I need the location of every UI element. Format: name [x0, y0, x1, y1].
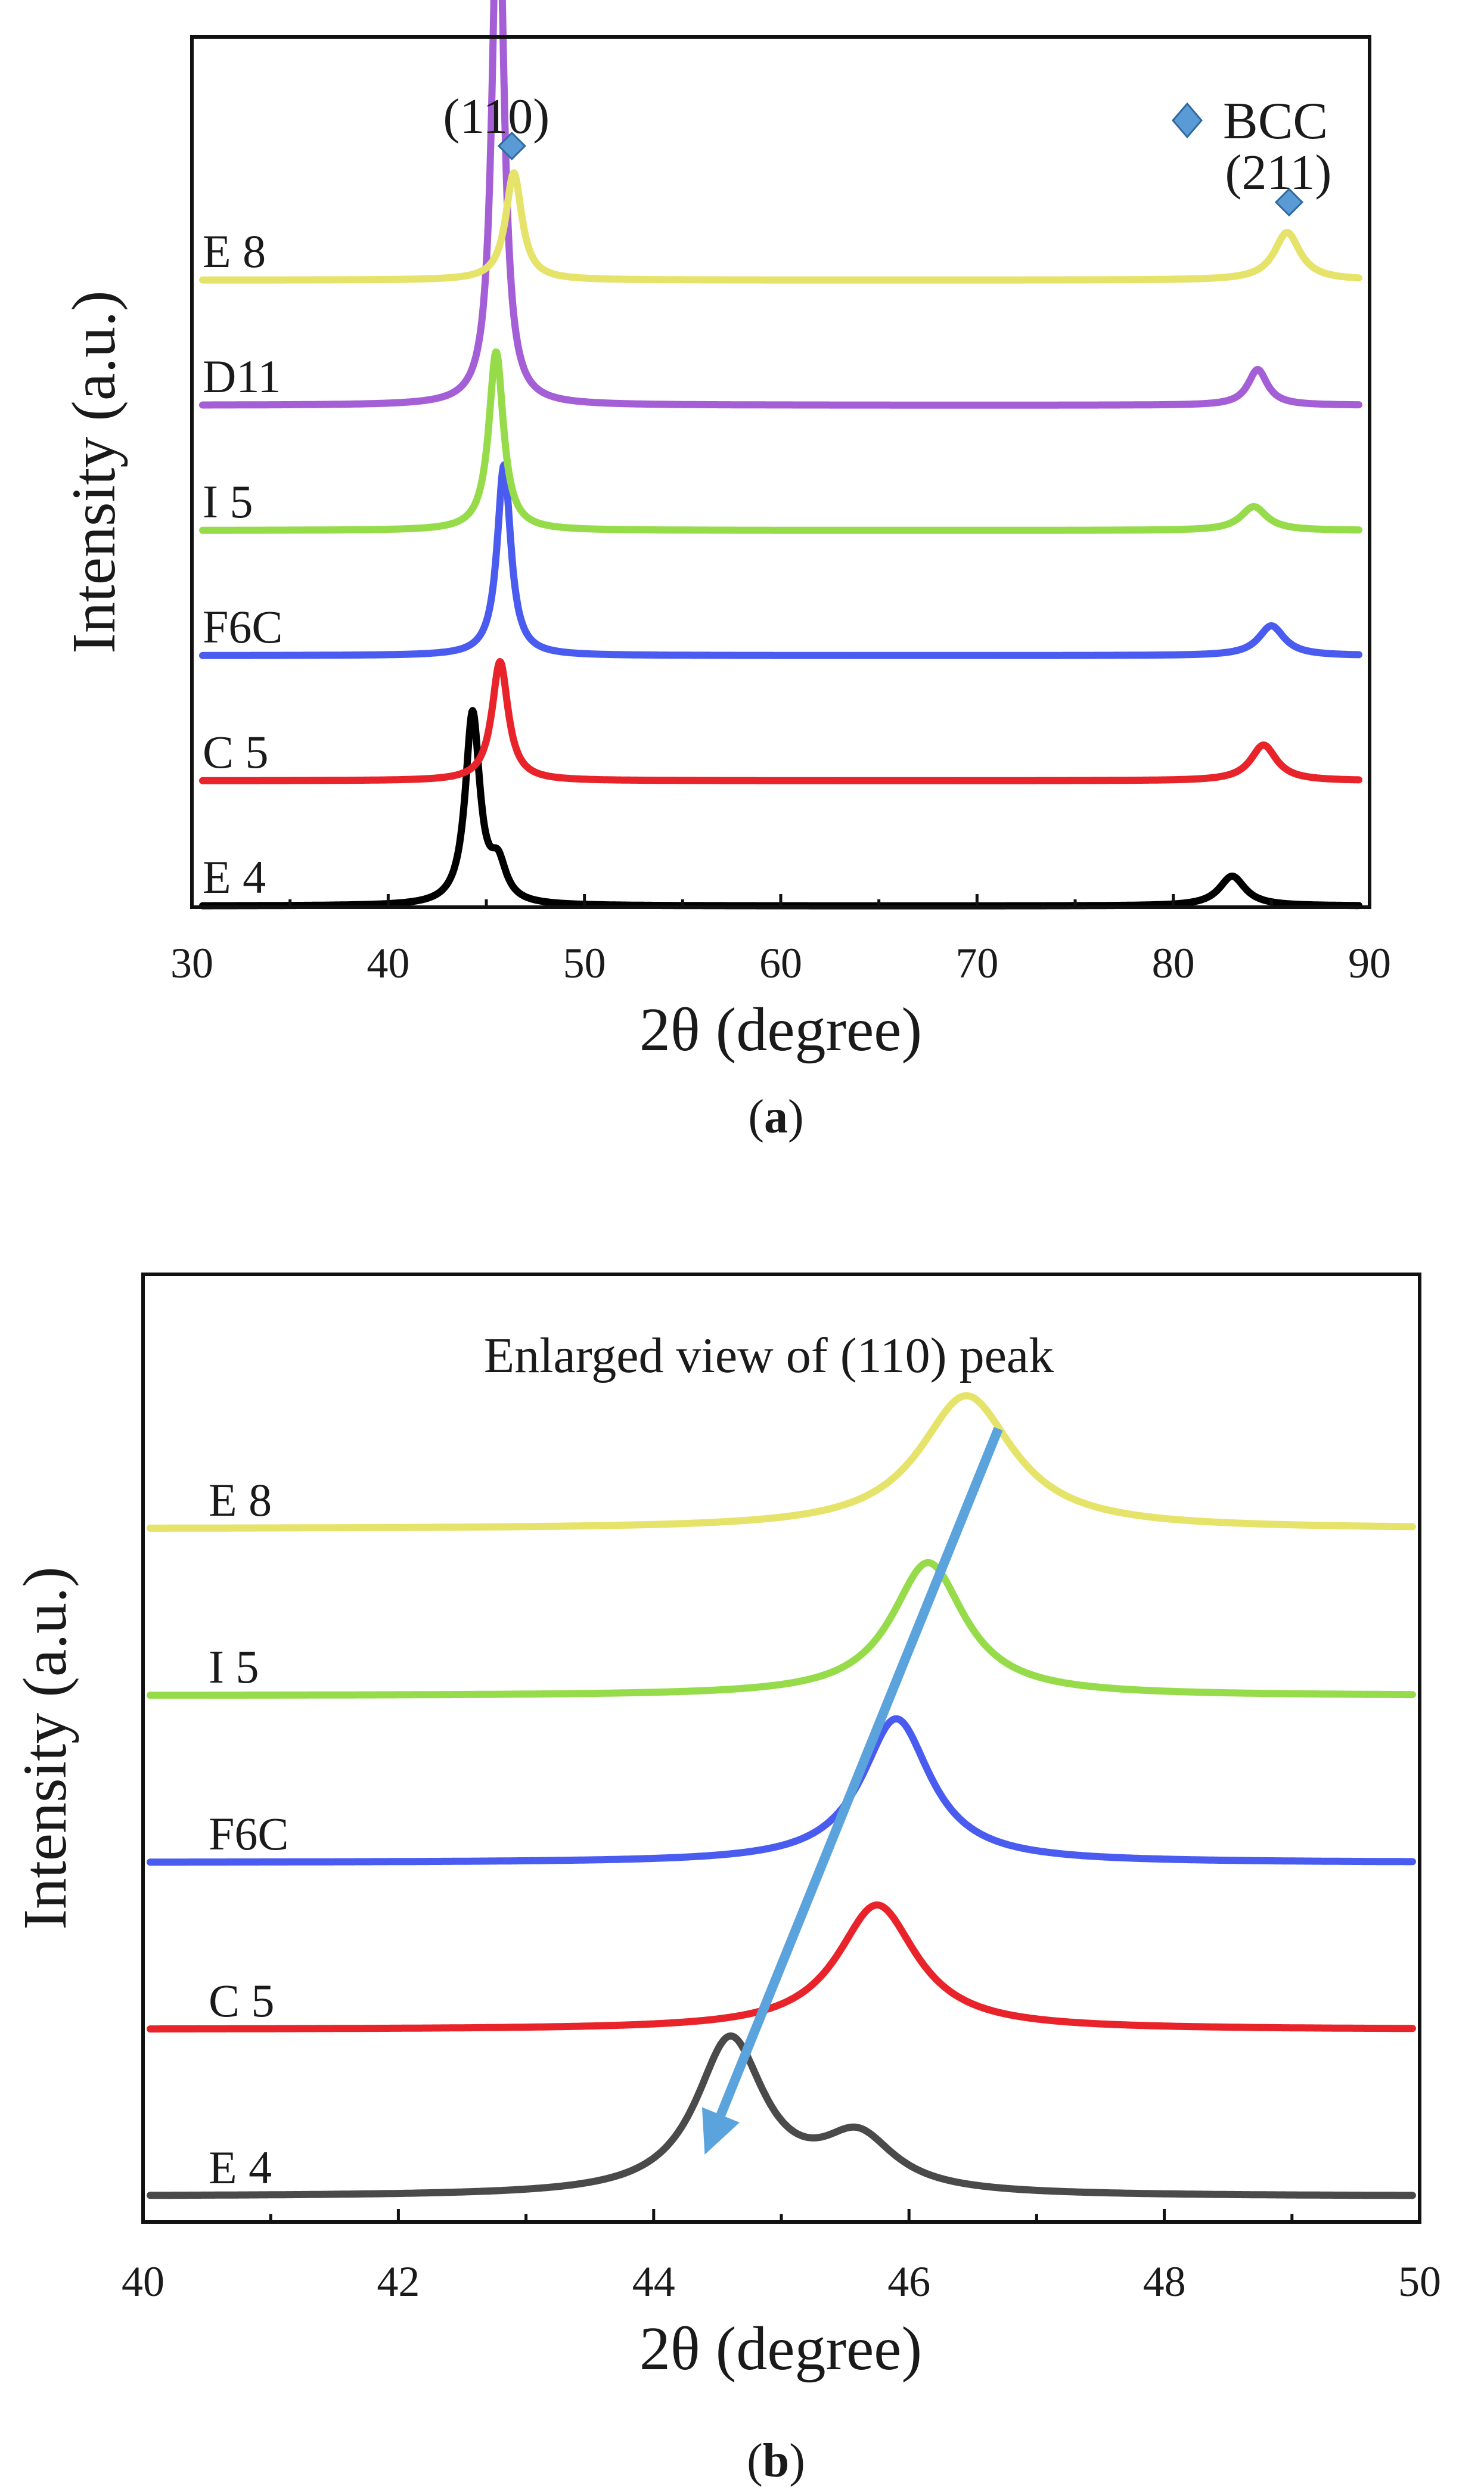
bcc-diamond-icon	[1274, 188, 1304, 217]
series-label-f6c: F6C	[209, 1808, 288, 1860]
series-line-f6c	[199, 461, 1362, 659]
panel-b-x-axis-label: 2θ (degree)	[639, 2314, 922, 2383]
panel-a-x-axis-label: 2θ (degree)	[639, 995, 922, 1064]
series-label-f6c: F6C	[203, 601, 282, 653]
panel-b-series	[147, 1392, 1416, 2199]
panel-a-x-ticks: 30 40 50 60 70 80 90	[170, 894, 1391, 987]
panel-b-y-axis-label: Intensity (a.u.)	[11, 1566, 79, 1929]
panel-b-series-labels: E 4 C 5 F6C I 5 E 8	[209, 1474, 288, 2193]
x-tick-label: 46	[887, 2258, 930, 2305]
panel-a-peak-labels: (110) (211)	[443, 89, 1332, 217]
series-line-e-4	[199, 707, 1362, 910]
panel-a-series-labels: E 4 C 5 F6C I 5 D11 E 8	[203, 225, 282, 903]
panel-b: 40 42 44 46 48 50 2θ (degree) Intensity (a.u.…	[11, 1273, 1441, 2487]
x-tick-label: 40	[367, 939, 409, 987]
series-label-i-5: I 5	[203, 476, 253, 527]
panel-b-shift-arrow	[701, 1427, 1003, 2155]
series-label-i-5: I 5	[209, 1641, 259, 1693]
series-label-e-4: E 4	[209, 2142, 272, 2193]
x-tick-label: 42	[377, 2258, 420, 2305]
series-line-c-5	[147, 1901, 1416, 2033]
series-line-e-8	[147, 1392, 1416, 1532]
x-tick-label: 70	[955, 939, 998, 987]
series-line-i-5	[199, 348, 1362, 534]
peak-label-110: (110)	[443, 89, 549, 144]
series-line-e-4	[147, 2032, 1416, 2199]
x-tick-label: 48	[1143, 2258, 1186, 2305]
panel-a-legend: BCC	[1172, 92, 1328, 150]
x-tick-label: 44	[632, 2258, 675, 2305]
panel-a: 30 40 50 60 70 80 90 2θ (degree) Intensity (a.…	[60, 0, 1391, 1143]
peak-label-211: (211)	[1225, 145, 1332, 200]
panel-b-x-ticks: 40 42 44 46 48 50	[122, 2209, 1441, 2305]
series-line-d11	[199, 0, 1362, 409]
x-tick-label: 60	[759, 939, 802, 987]
panel-a-caption: (a)	[748, 1091, 803, 1143]
bcc-diamond-icon	[1172, 102, 1203, 139]
panel-b-caption: (b)	[747, 2435, 805, 2487]
panel-a-y-axis-label: Intensity (a.u.)	[60, 290, 128, 653]
panel-a-legend-label: BCC	[1223, 92, 1328, 150]
series-label-e-8: E 8	[203, 225, 266, 277]
series-label-d11: D11	[203, 350, 281, 402]
shift-arrow-head-icon	[701, 2107, 740, 2155]
panel-b-plot-frame	[141, 1273, 1421, 2224]
series-line-c-5	[199, 658, 1362, 784]
x-tick-label: 50	[1398, 2258, 1441, 2305]
series-line-e-8	[199, 169, 1362, 284]
panel-b-title: Enlarged view of (110) peak	[484, 1328, 1054, 1383]
shift-arrow-shaft	[716, 1427, 1003, 2117]
series-label-e-8: E 8	[209, 1474, 272, 1526]
x-tick-label: 50	[563, 939, 606, 987]
x-tick-label: 90	[1348, 939, 1391, 987]
x-tick-label: 30	[170, 939, 213, 987]
panel-a-caption-letter: a	[764, 1091, 788, 1143]
series-label-c-5: C 5	[203, 726, 269, 778]
series-line-f6c	[147, 1715, 1416, 1866]
series-label-c-5: C 5	[209, 1975, 275, 2027]
series-line-i-5	[147, 1559, 1416, 1699]
x-tick-label: 80	[1152, 939, 1195, 987]
panel-a-series	[199, 0, 1362, 910]
bcc-diamond-icon	[497, 131, 526, 161]
x-tick-label: 40	[122, 2258, 164, 2305]
series-label-e-4: E 4	[203, 851, 266, 903]
panel-b-caption-letter: b	[763, 2435, 790, 2487]
